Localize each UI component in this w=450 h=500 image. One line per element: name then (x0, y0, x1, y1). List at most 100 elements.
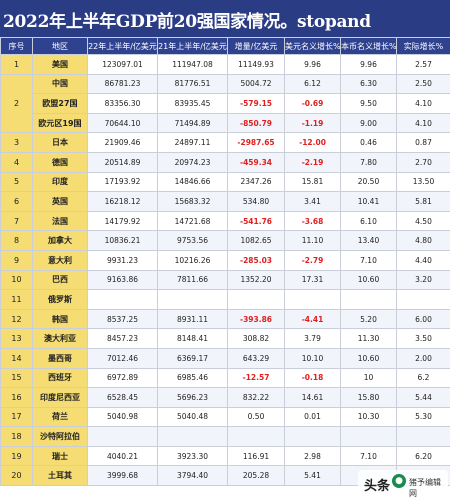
cell-local-growth: 11.30 (340, 328, 397, 349)
cell-local-growth: 6.30 (340, 73, 397, 95)
header-gdp21: 21年上半年/亿美元 (157, 37, 228, 55)
cell-delta: 308.82 (227, 328, 285, 349)
table-row: 1 美国 123097.01 111947.08 11149.93 9.96 9.96 2.5… (0, 54, 450, 75)
cell-local-growth: 0.46 (340, 132, 397, 153)
cell-delta: 205.28 (227, 465, 285, 487)
cell-region: 土耳其 (32, 465, 88, 487)
cell-gdp22: 83356.30 (87, 93, 158, 114)
cell-gdp21: 8148.41 (157, 328, 228, 349)
cell-real-growth: 2.50 (396, 73, 450, 95)
cell-gdp21: 24897.11 (157, 132, 228, 153)
cell-index: 17 (0, 406, 33, 428)
gdp-table: 序号 地区 22年上半年/亿美元 21年上半年/亿美元 增量/亿美元 美元名义增… (0, 37, 450, 487)
cell-real-growth: 6.2 (396, 367, 450, 389)
cell-gdp22: 7012.46 (87, 347, 158, 369)
cell-region: 欧元区19国 (32, 112, 88, 134)
cell-index: 8 (0, 230, 33, 251)
table-row: 2 中国 86781.23 81776.51 5004.72 6.12 6.30 2.50 (0, 73, 450, 134)
cell-region: 法国 (32, 210, 88, 232)
cell-real-growth: 4.40 (396, 249, 450, 271)
table-row: 3 日本 21909.46 24897.11 -2987.65 -12.00 0.46 0.8… (0, 132, 450, 153)
cell-region: 德国 (32, 151, 88, 173)
cell-local-growth: 10.60 (340, 269, 397, 291)
cell-usd-growth: -1.19 (284, 112, 341, 134)
cell-delta: -2987.65 (227, 132, 285, 153)
cell-region: 俄罗斯 (32, 289, 88, 310)
cell-gdp22: 5040.98 (87, 406, 158, 428)
cell-gdp22: 9931.23 (87, 249, 158, 271)
cell-gdp22: 4040.21 (87, 445, 158, 467)
cell-delta: 11149.93 (227, 54, 285, 75)
cell-gdp22: 20514.89 (87, 151, 158, 173)
cell-local-growth: 20.50 (340, 171, 397, 193)
cell-delta: -459.34 (227, 151, 285, 173)
table-header-row: 序号 地区 22年上半年/亿美元 21年上半年/亿美元 增量/亿美元 美元名义增… (0, 37, 450, 55)
header-region: 地区 (32, 37, 88, 55)
cell-gdp21: 7811.66 (157, 269, 228, 291)
table-row: 10 巴西 9163.86 7811.66 1352.20 17.31 10.60 3.20 (0, 269, 450, 291)
cell-gdp21: 3923.30 (157, 445, 228, 467)
table-row: 4 德国 20514.89 20974.23 -459.34 -2.19 7.80 2.70 (0, 151, 450, 173)
cell-gdp22: 14179.92 (87, 210, 158, 232)
cell-real-growth: 6.20 (396, 445, 450, 467)
cell-region: 西班牙 (32, 367, 88, 389)
cell-local-growth: 15.80 (340, 387, 397, 408)
watermark: 头条 ● 猪予编辑网 (358, 470, 448, 498)
cell-real-growth (396, 289, 450, 310)
cell-usd-growth: 0.01 (284, 406, 341, 428)
table-row: 14 墨西哥 7012.46 6369.17 643.29 10.10 10.60 2.00 (0, 347, 450, 369)
cell-usd-growth: -0.69 (284, 93, 341, 114)
cell-real-growth: 2.70 (396, 151, 450, 173)
cell-usd-growth: -0.18 (284, 367, 341, 389)
cell-usd-growth: 15.81 (284, 171, 341, 193)
cell-gdp22: 8457.23 (87, 328, 158, 349)
cell-delta (227, 289, 285, 310)
cell-gdp21: 6985.46 (157, 367, 228, 389)
cell-delta: 116.91 (227, 445, 285, 467)
table-row: 7 法国 14179.92 14721.68 -541.76 -3.68 6.10 4.50 (0, 210, 450, 232)
cell-gdp22: 123097.01 (87, 54, 158, 75)
cell-delta: -285.03 (227, 249, 285, 271)
watermark-logo-icon: ● (392, 474, 406, 488)
cell-real-growth: 3.50 (396, 328, 450, 349)
page-title: 2022年上半年GDP前20强国家情况。stopand (3, 12, 371, 32)
cell-gdp22: 9163.86 (87, 269, 158, 291)
cell-local-growth: 10.60 (340, 347, 397, 369)
cell-index: 1 (0, 54, 33, 75)
table-row: 19 瑞士 4040.21 3923.30 116.91 2.98 7.10 6.20 (0, 445, 450, 467)
cell-region: 欧盟27国 (32, 93, 88, 114)
cell-region: 巴西 (32, 269, 88, 291)
cell-index: 11 (0, 289, 33, 310)
cell-gdp22: 3999.68 (87, 465, 158, 487)
cell-gdp21: 81776.51 (157, 73, 228, 95)
cell-usd-growth: 6.12 (284, 73, 341, 95)
cell-gdp21: 5696.23 (157, 387, 228, 408)
cell-gdp21: 10216.26 (157, 249, 228, 271)
cell-real-growth: 4.50 (396, 210, 450, 232)
cell-region: 澳大利亚 (32, 328, 88, 349)
cell-usd-growth: 9.96 (284, 54, 341, 75)
cell-gdp21: 83935.45 (157, 93, 228, 114)
header-index: 序号 (0, 37, 33, 55)
title-bar: 2022年上半年GDP前20强国家情况。stopand (0, 0, 450, 37)
watermark-subtext: 猪予编辑网 (409, 478, 441, 498)
cell-gdp22: 16218.12 (87, 191, 158, 212)
cell-usd-growth: -4.41 (284, 308, 341, 330)
cell-local-growth: 13.40 (340, 230, 397, 251)
cell-region: 印度尼西亚 (32, 387, 88, 408)
cell-index: 10 (0, 269, 33, 291)
cell-delta: -541.76 (227, 210, 285, 232)
cell-region: 瑞士 (32, 445, 88, 467)
cell-region: 中国 (32, 73, 88, 95)
table-row: 13 澳大利亚 8457.23 8148.41 308.82 3.79 11.30 3.50 (0, 328, 450, 349)
cell-real-growth: 13.50 (396, 171, 450, 193)
watermark-text: 头条 (364, 479, 391, 494)
cell-usd-growth: 17.31 (284, 269, 341, 291)
cell-index: 20 (0, 465, 33, 487)
cell-local-growth (340, 289, 397, 310)
cell-delta: -579.15 (227, 93, 285, 114)
cell-gdp22: 86781.23 (87, 73, 158, 95)
cell-gdp22: 70644.10 (87, 112, 158, 134)
cell-usd-growth: 11.10 (284, 230, 341, 251)
cell-region: 美国 (32, 54, 88, 75)
